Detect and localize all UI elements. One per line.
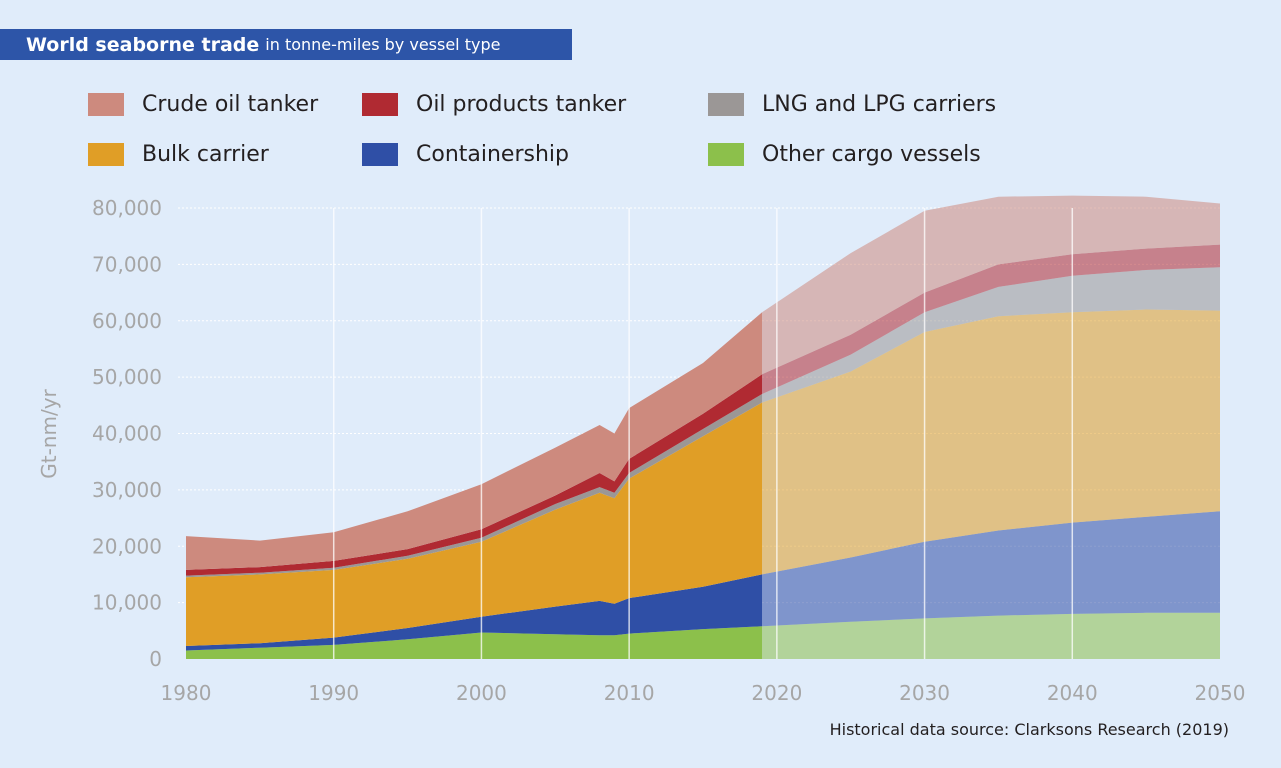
- x-tick-label: 1980: [161, 681, 212, 705]
- legend-item-bulk-carrier: Bulk carrier: [88, 142, 269, 167]
- x-tick-label: 2030: [899, 681, 950, 705]
- area-lng-and-lpg-carriers-projection: [762, 267, 1220, 403]
- area-containership-historical: [186, 574, 763, 651]
- y-tick-label: 80,000: [92, 196, 162, 220]
- legend-swatch: [708, 93, 744, 116]
- legend-swatch: [708, 143, 744, 166]
- area-lng-and-lpg-carriers-historical: [186, 394, 763, 578]
- y-axis-tick-labels: 0 10,000 20,000 30,000 40,000 50,000 60,000 70,…: [92, 196, 162, 671]
- vertical-gridlines: [332, 208, 1074, 659]
- legend-label: Other cargo vessels: [762, 142, 981, 167]
- y-tick-label: 70,000: [92, 252, 162, 276]
- x-tick-label: 2050: [1195, 681, 1246, 705]
- area-bulk-carrier-projection: [762, 309, 1220, 575]
- area-crude-oil-tanker-projection: [762, 195, 1220, 375]
- legend-item-oil-products-tanker: Oil products tanker: [362, 92, 626, 117]
- data-source-note: Historical data source: Clarksons Resear…: [829, 720, 1229, 739]
- y-tick-label: 20,000: [92, 534, 162, 558]
- y-tick-label: 50,000: [92, 365, 162, 389]
- legend-item-crude-oil-tanker: Crude oil tanker: [88, 92, 318, 117]
- area-oil-products-tanker-historical: [186, 374, 763, 576]
- y-tick-label: 40,000: [92, 422, 162, 446]
- legend-label: Containership: [416, 142, 569, 167]
- legend-swatch: [88, 93, 124, 116]
- y-axis-label: Gt-nm/yr: [37, 388, 61, 478]
- x-tick-label: 2020: [751, 681, 802, 705]
- historical-areas: [186, 312, 763, 659]
- x-tick-label: 1990: [308, 681, 359, 705]
- legend-item-lng-lpg-carriers: LNG and LPG carriers: [708, 92, 996, 117]
- legend-swatch: [88, 143, 124, 166]
- y-tick-label: 60,000: [92, 309, 162, 333]
- y-tick-label: 30,000: [92, 478, 162, 502]
- legend-label: Oil products tanker: [416, 92, 627, 117]
- legend-label: Bulk carrier: [142, 142, 269, 167]
- y-tick-label: 10,000: [92, 591, 162, 615]
- y-tick-label: 0: [149, 647, 162, 671]
- legend-label: Crude oil tanker: [142, 92, 319, 117]
- legend-item-containership: Containership: [362, 142, 569, 167]
- x-axis-tick-labels: 1980 1990 2000 2010 2020 2030 2040 2050: [161, 681, 1246, 705]
- chart-subtitle: in tonne-miles by vessel type: [265, 35, 501, 54]
- x-tick-label: 2040: [1047, 681, 1098, 705]
- legend-swatch: [362, 143, 398, 166]
- chart-title: World seaborne trade: [26, 33, 260, 56]
- legend-swatch: [362, 93, 398, 116]
- area-oil-products-tanker-projection: [762, 244, 1220, 394]
- x-tick-label: 2010: [604, 681, 655, 705]
- area-bulk-carrier-historical: [186, 402, 763, 646]
- legend-item-other-cargo-vessels: Other cargo vessels: [708, 142, 981, 167]
- area-crude-oil-tanker-historical: [186, 312, 763, 570]
- area-other-cargo-vessels-projection: [762, 612, 1220, 659]
- projected-areas: [762, 195, 1220, 659]
- chart-title-banner: World seaborne trade in tonne-miles by v…: [0, 29, 572, 60]
- area-containership-projection: [762, 511, 1220, 627]
- legend-label: LNG and LPG carriers: [762, 92, 997, 117]
- x-tick-label: 2000: [456, 681, 507, 705]
- area-other-cargo-vessels-historical: [186, 626, 763, 659]
